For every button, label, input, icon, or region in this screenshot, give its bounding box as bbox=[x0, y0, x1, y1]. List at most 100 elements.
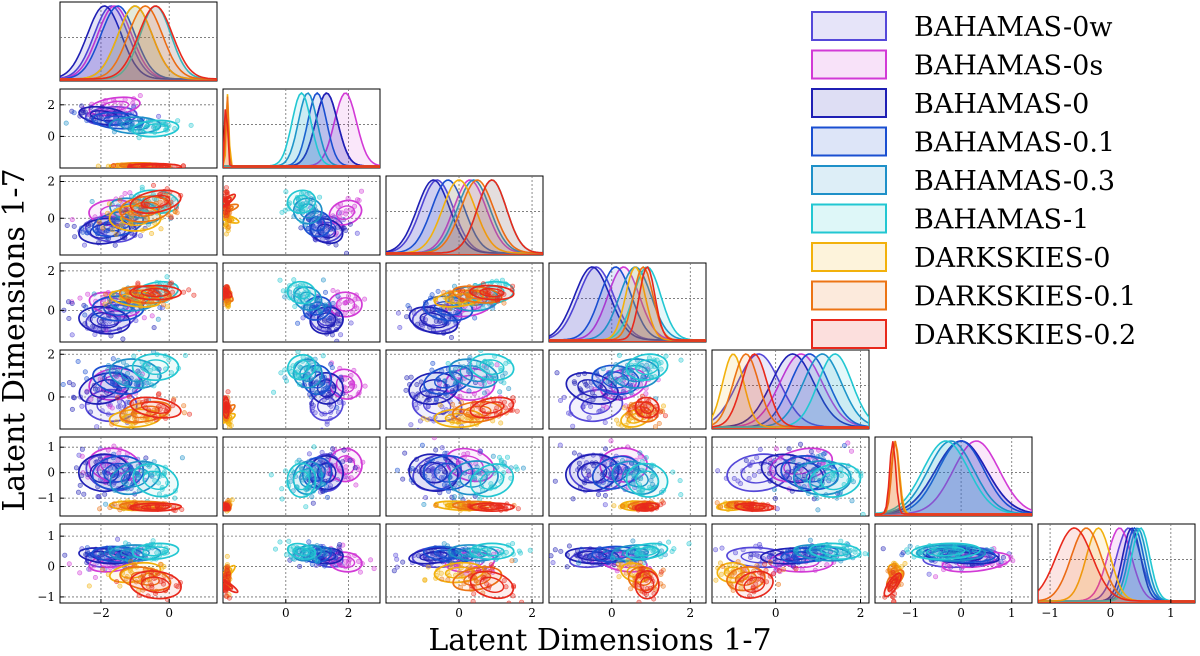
contour-DARKSKIES-0.2 bbox=[129, 189, 182, 214]
x-tick-label: −2 bbox=[92, 606, 110, 620]
scatter-point bbox=[605, 378, 611, 384]
scatter-point bbox=[66, 561, 72, 567]
scatter-point bbox=[173, 205, 179, 211]
scatter-point bbox=[124, 288, 130, 294]
scatter-point bbox=[808, 448, 814, 454]
scatter-point bbox=[81, 491, 87, 497]
scatter-point bbox=[86, 583, 92, 589]
scatter-point bbox=[100, 566, 106, 572]
scatter-point bbox=[282, 294, 288, 300]
scatter-point bbox=[98, 551, 104, 557]
scatter-point bbox=[513, 464, 519, 470]
scatter-point bbox=[335, 293, 341, 299]
scatter-point bbox=[618, 376, 624, 382]
diag-panel-6 bbox=[874, 436, 1033, 517]
scatter-point bbox=[156, 480, 162, 486]
x-tick-label: 2 bbox=[857, 606, 865, 620]
scatter-point bbox=[225, 389, 231, 395]
scatter-point bbox=[95, 225, 101, 231]
scatter-point bbox=[149, 231, 155, 237]
scatter-point bbox=[817, 453, 823, 459]
scatter-point bbox=[838, 538, 844, 544]
scatter-point bbox=[84, 118, 90, 124]
scatter-point bbox=[149, 313, 155, 319]
scatter-point bbox=[343, 228, 349, 234]
scatter-point bbox=[989, 546, 995, 552]
scatter-point bbox=[156, 403, 162, 409]
scatter-point bbox=[84, 230, 90, 236]
legend-swatch-DARKSKIES-0.2 bbox=[811, 319, 887, 349]
scatter-point bbox=[132, 232, 138, 238]
scatter-point bbox=[608, 438, 614, 444]
contour-inner-DARKSKIES-0.2 bbox=[479, 287, 505, 298]
scatter-point bbox=[616, 352, 622, 358]
scatter-point bbox=[82, 109, 88, 115]
scatter-point bbox=[628, 362, 634, 368]
legend-swatch-BAHAMAS-0 bbox=[811, 88, 887, 118]
y-tick-label: 1 bbox=[47, 529, 55, 543]
contour-DARKSKIES-0.2 bbox=[129, 284, 183, 301]
scatter-point bbox=[107, 546, 113, 552]
scatter-point bbox=[115, 224, 121, 230]
scatter-point bbox=[439, 576, 445, 582]
scatter-point bbox=[113, 372, 119, 378]
scatter-panel-2-4 bbox=[222, 262, 381, 343]
scatter-point bbox=[630, 538, 636, 544]
y-tick-label: 1 bbox=[47, 440, 55, 454]
scatter-point bbox=[352, 203, 358, 209]
scatter-point bbox=[92, 214, 98, 220]
scatter-point bbox=[394, 556, 400, 562]
scatter-point bbox=[637, 560, 643, 566]
scatter-point bbox=[677, 478, 683, 484]
scatter-point bbox=[803, 477, 809, 483]
scatter-point bbox=[880, 546, 886, 552]
scatter-point bbox=[140, 380, 146, 386]
scatter-point bbox=[419, 442, 425, 448]
scatter-point bbox=[570, 496, 576, 502]
scatter-point bbox=[110, 356, 116, 362]
scatter-point bbox=[336, 399, 342, 405]
scatter-point bbox=[481, 390, 487, 396]
legend-label-BAHAMAS-0.3: BAHAMAS-0.3 bbox=[914, 166, 1115, 197]
scatter-point bbox=[322, 563, 328, 569]
scatter-point bbox=[1010, 558, 1016, 564]
scatter-point bbox=[343, 208, 349, 214]
scatter-point bbox=[713, 547, 719, 553]
scatter-point bbox=[402, 450, 408, 456]
scatter-point bbox=[160, 607, 164, 611]
scatter-point bbox=[347, 221, 353, 227]
scatter-point bbox=[602, 419, 608, 425]
scatter-point bbox=[146, 379, 152, 385]
scatter-point bbox=[330, 213, 336, 219]
contour-BAHAMAS-1 bbox=[286, 353, 317, 381]
scatter-point bbox=[815, 556, 821, 562]
contour-inner-BAHAMAS-1 bbox=[142, 123, 169, 134]
scatter-point bbox=[77, 295, 83, 301]
scatter-point bbox=[660, 583, 666, 589]
scatter-point bbox=[82, 369, 88, 375]
density-curve-DARKSKIES-0.2 bbox=[60, 5, 217, 81]
y-tick-label: 2 bbox=[47, 175, 55, 189]
scatter-point bbox=[115, 457, 121, 463]
scatter-point bbox=[332, 555, 338, 561]
scatter-point bbox=[646, 403, 652, 409]
panel-frame bbox=[385, 349, 544, 430]
scatter-point bbox=[489, 362, 495, 368]
scatter-point bbox=[403, 387, 409, 393]
scatter-point bbox=[96, 219, 102, 225]
scatter-point bbox=[131, 353, 137, 359]
scatter-point bbox=[501, 399, 507, 405]
scatter-point bbox=[891, 598, 897, 603]
scatter-point bbox=[223, 185, 229, 191]
scatter-point bbox=[171, 396, 177, 402]
scatter-point bbox=[326, 301, 332, 307]
scatter-point bbox=[158, 561, 164, 567]
legend-swatch-BAHAMAS-0.1 bbox=[811, 126, 887, 157]
scatter-point bbox=[72, 234, 78, 240]
contour-DARKSKIES-0.2 bbox=[634, 396, 660, 419]
scatter-point bbox=[557, 397, 563, 403]
scatter-point bbox=[890, 594, 896, 600]
scatter-point bbox=[459, 408, 465, 414]
scatter-point bbox=[421, 501, 427, 507]
scatter-point bbox=[409, 466, 415, 472]
